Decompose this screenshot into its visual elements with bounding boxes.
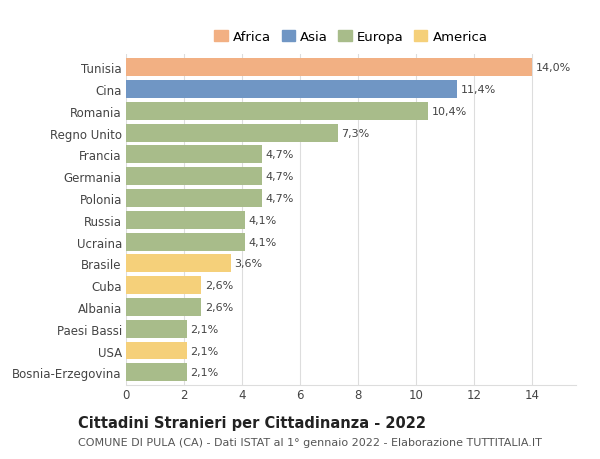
Text: 4,7%: 4,7% [266, 172, 295, 182]
Bar [126, 233, 245, 251]
Legend: Africa, Asia, Europa, America: Africa, Asia, Europa, America [212, 28, 490, 47]
Bar [126, 81, 457, 99]
Text: 3,6%: 3,6% [234, 259, 262, 269]
Bar [126, 320, 187, 338]
Bar [126, 298, 202, 316]
Bar [126, 255, 230, 273]
Bar [126, 190, 262, 207]
Text: 2,1%: 2,1% [190, 368, 219, 377]
Bar [126, 103, 428, 121]
Text: 11,4%: 11,4% [460, 85, 496, 95]
Text: 2,1%: 2,1% [190, 346, 219, 356]
Text: 4,7%: 4,7% [266, 194, 295, 204]
Bar [126, 168, 262, 186]
Bar [126, 124, 338, 142]
Text: 2,1%: 2,1% [190, 324, 219, 334]
Bar [126, 277, 202, 295]
Text: 4,1%: 4,1% [248, 237, 277, 247]
Bar [126, 364, 187, 381]
Text: 2,6%: 2,6% [205, 280, 233, 291]
Text: 4,7%: 4,7% [266, 150, 295, 160]
Text: COMUNE DI PULA (CA) - Dati ISTAT al 1° gennaio 2022 - Elaborazione TUTTITALIA.IT: COMUNE DI PULA (CA) - Dati ISTAT al 1° g… [78, 437, 542, 447]
Text: 2,6%: 2,6% [205, 302, 233, 312]
Bar [126, 212, 245, 229]
Text: 7,3%: 7,3% [341, 129, 370, 138]
Bar [126, 59, 532, 77]
Text: 4,1%: 4,1% [248, 215, 277, 225]
Bar [126, 342, 187, 360]
Text: 10,4%: 10,4% [431, 106, 467, 117]
Bar [126, 146, 262, 164]
Text: Cittadini Stranieri per Cittadinanza - 2022: Cittadini Stranieri per Cittadinanza - 2… [78, 415, 426, 431]
Text: 14,0%: 14,0% [536, 63, 571, 73]
